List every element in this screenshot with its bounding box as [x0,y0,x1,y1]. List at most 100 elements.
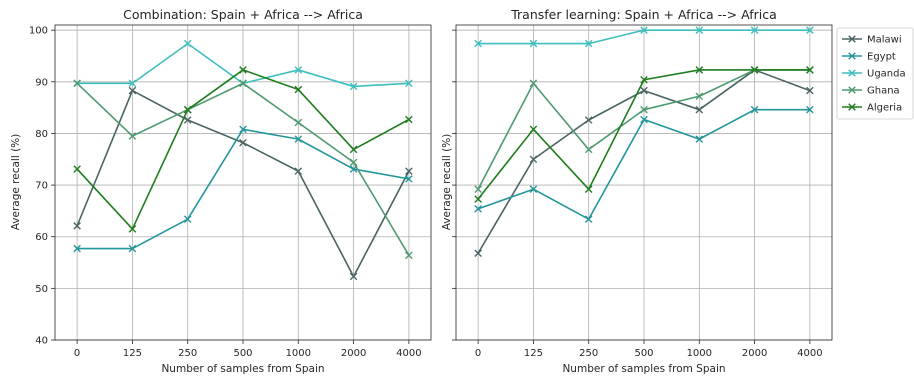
transfer-point-egypt [640,115,648,124]
combination-x-tick-label: 500 [233,348,252,359]
legend-marker-egypt [848,52,856,60]
transfer-learning-panel: Transfer learning: Spain + Africa --> Af… [441,7,833,375]
combination-x-tick-label: 4000 [396,348,421,359]
combination-point-uganda [294,66,303,74]
combination-title: Combination: Spain + Africa --> Africa [123,7,363,22]
combination-x-tick-label: 2000 [341,348,366,359]
combination-point-egypt [128,244,137,253]
transfer-y-axis-label: Average recall (%) [441,134,453,231]
combination-point-egypt [294,135,303,143]
transfer-point-egypt [474,205,482,213]
legend-label-egypt: Egypt [867,52,896,63]
transfer-point-uganda [695,26,704,34]
combination-point-ghana [73,79,81,88]
transfer-point-algeria [640,75,648,84]
combination-point-uganda [128,79,137,88]
legend-marker-uganda [848,69,856,77]
combination-point-malawi [128,86,137,95]
transfer-point-malawi [584,116,593,124]
legend-label-algeria: Algeria [867,103,902,114]
combination-x-tick-label: 1000 [286,348,311,359]
transfer-x-tick-label: 125 [524,348,543,359]
legend-label-malawi: Malawi [867,35,902,46]
transfer-x-tick-label: 250 [579,348,598,359]
transfer-point-algeria [750,66,759,74]
combination-x-tick-label: 125 [123,348,142,359]
transfer-point-ghana [640,105,648,114]
combination-point-algeria [239,66,247,74]
transfer-point-malawi [695,105,704,114]
transfer-point-malawi [474,249,482,258]
transfer-point-malawi [640,86,648,95]
combination-y-tick-label: 60 [35,232,48,243]
combination-point-malawi [239,138,247,147]
transfer-point-ghana [695,92,704,101]
combination-point-malawi [349,272,358,281]
combination-point-ghana [405,251,413,260]
combination-point-egypt [73,244,81,253]
combination-y-tick-label: 80 [35,129,48,140]
combination-point-malawi [183,116,192,124]
combination-point-egypt [405,175,413,183]
transfer-point-ghana [584,145,593,154]
combination-point-ghana [294,118,303,127]
transfer-point-egypt [584,215,593,223]
combination-y-tick-label: 40 [35,336,48,347]
combination-x-tick-label: 250 [178,348,197,359]
transfer-point-uganda [474,39,482,48]
combination-y-tick-label: 70 [35,181,48,192]
transfer-point-uganda [640,26,648,34]
combination-point-uganda [405,79,413,88]
legend-marker-ghana [848,86,856,94]
transfer-x-axis-label: Number of samples from Spain [562,363,725,375]
combination-point-algeria [349,145,358,154]
transfer-point-egypt [806,105,814,114]
combination-point-algeria [73,165,81,173]
combination-y-axis-label: Average recall (%) [10,134,22,231]
combination-y-tick-label: 100 [29,26,48,37]
legend-marker-algeria [848,103,856,111]
transfer-point-egypt [750,105,759,114]
legend-marker-malawi [848,35,856,43]
transfer-point-algeria [584,185,593,194]
combination-point-algeria [405,115,413,124]
combination-point-ghana [128,132,137,140]
combination-point-malawi [294,167,303,175]
legend-box [836,27,914,120]
transfer-x-tick-label: 1000 [687,348,712,359]
transfer-x-tick-label: 4000 [797,348,822,359]
combination-point-algeria [183,105,192,114]
transfer-point-malawi [529,155,538,164]
transfer-x-tick-label: 500 [634,348,653,359]
combination-y-tick-label: 90 [35,77,48,88]
transfer-point-algeria [474,195,482,203]
transfer-x-tick-label: 2000 [742,348,767,359]
combination-point-algeria [294,85,303,94]
combination-point-malawi [73,222,81,230]
combination-point-egypt [239,125,247,134]
combination-point-uganda [183,39,192,48]
combination-x-tick-label: 0 [74,348,80,359]
combination-point-ghana [239,79,247,88]
legend: Malawi Egypt Uganda Ghana Algeria [836,27,914,120]
combination-x-axis-label: Number of samples from Spain [161,363,324,375]
transfer-point-malawi [806,86,814,95]
transfer-x-tick-label: 0 [475,348,481,359]
legend-label-ghana: Ghana [867,86,900,97]
combination-point-algeria [128,225,137,233]
transfer-point-egypt [695,135,704,143]
transfer-point-algeria [695,66,704,74]
transfer-point-uganda [806,26,814,34]
transfer-point-ghana [474,185,482,194]
combination-point-malawi [405,167,413,175]
transfer-point-ghana [529,79,538,88]
transfer-point-algeria [806,66,814,74]
transfer-title: Transfer learning: Spain + Africa --> Af… [510,7,777,22]
combination-point-egypt [183,215,192,223]
transfer-point-algeria [529,125,538,134]
combination-point-uganda [349,82,358,91]
combination-y-tick-label: 50 [35,284,48,295]
combination-point-ghana [349,158,358,167]
legend-label-uganda: Uganda [867,69,906,80]
